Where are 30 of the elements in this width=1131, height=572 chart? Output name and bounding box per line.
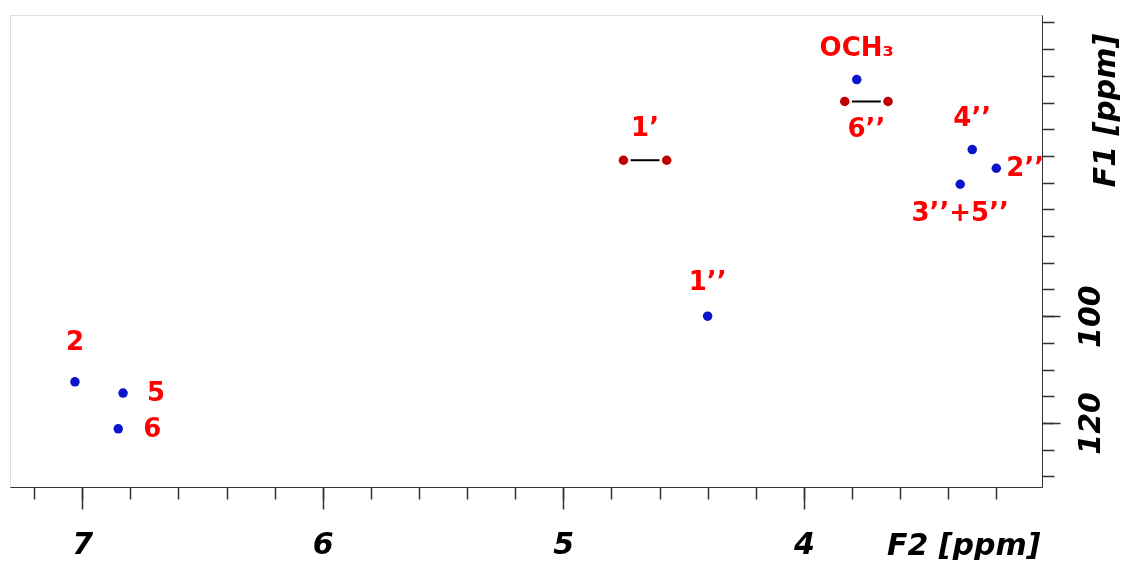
point bbox=[618, 155, 629, 165]
annotation: 1’ bbox=[631, 112, 660, 143]
point bbox=[955, 179, 965, 189]
annotation: 2 bbox=[65, 325, 84, 356]
point bbox=[967, 144, 977, 155]
annotation: 5 bbox=[147, 377, 166, 408]
annotation: 6 bbox=[143, 412, 162, 443]
x-tick-label: 4 bbox=[792, 525, 815, 561]
annotation: 4’’ bbox=[953, 101, 992, 132]
y-tick-label: 100 bbox=[1071, 285, 1107, 348]
point bbox=[991, 163, 1002, 173]
point bbox=[702, 311, 713, 321]
y-tick-label: 120 bbox=[1071, 392, 1107, 455]
annotation: 6’’ bbox=[847, 113, 886, 144]
y-axis-title: F1 [ppm] bbox=[1086, 33, 1122, 188]
annotation: 3’’+5’’ bbox=[911, 197, 1009, 228]
annotation: 2’’ bbox=[1006, 152, 1045, 183]
annotation: OCH₃ bbox=[819, 31, 894, 62]
point bbox=[113, 424, 123, 434]
x-tick-label: 5 bbox=[553, 525, 575, 561]
annotation: 1’’ bbox=[688, 266, 727, 297]
point bbox=[70, 377, 80, 387]
point bbox=[661, 155, 672, 165]
x-tick-label: 6 bbox=[312, 525, 334, 561]
x-tick-label: 7 bbox=[72, 525, 94, 561]
point bbox=[852, 74, 862, 85]
x-axis-title: F2 [ppm] bbox=[887, 526, 1041, 562]
point bbox=[840, 96, 850, 107]
point bbox=[883, 96, 893, 107]
point bbox=[118, 388, 128, 398]
